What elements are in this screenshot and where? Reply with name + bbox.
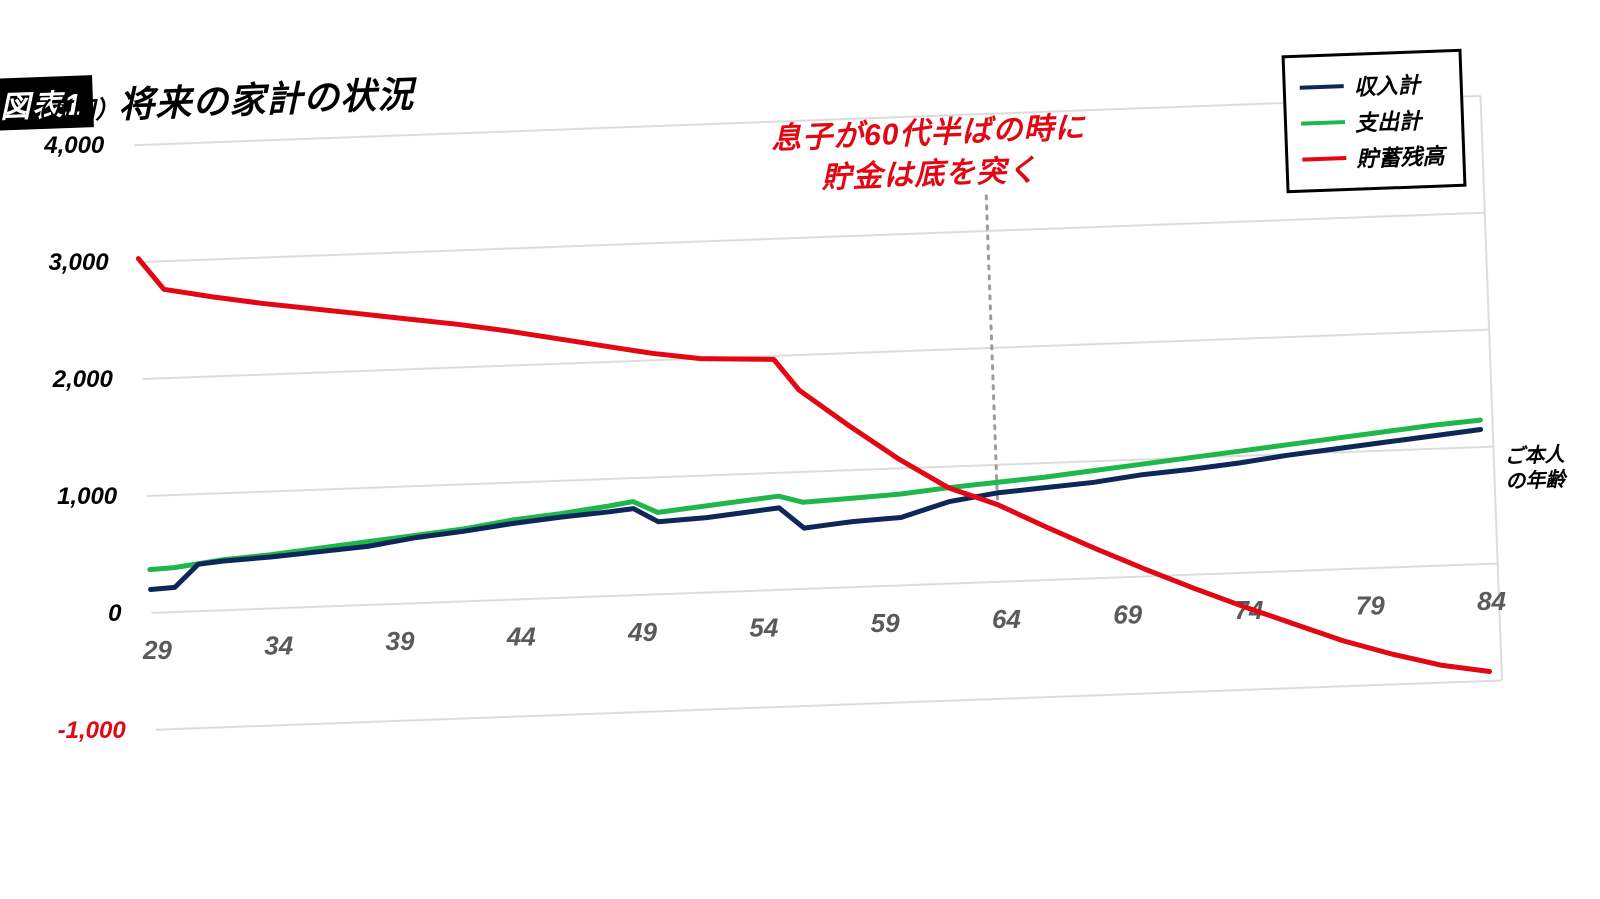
annotation-line-1: 息子が60代半ばの時に — [771, 112, 1086, 156]
y-tick-label: 2,000 — [52, 366, 114, 393]
x-tick-label: 69 — [1113, 599, 1142, 629]
annotation-line-2: 貯金は底を突く — [821, 154, 1039, 195]
legend-swatch — [1300, 84, 1344, 90]
legend-label: 貯蓄残高 — [1356, 138, 1445, 173]
x-tick-label: 54 — [749, 613, 778, 643]
x-caption-line-1: ご本人 — [1504, 444, 1565, 468]
gridline — [143, 330, 1489, 379]
gridline — [139, 213, 1485, 262]
legend-swatch — [1301, 120, 1345, 126]
x-tick-label: 39 — [386, 626, 415, 656]
gridline — [156, 680, 1502, 729]
annotation-marker-line — [986, 196, 997, 505]
x-tick-label: 79 — [1356, 590, 1385, 620]
y-tick-label: 3,000 — [49, 249, 110, 276]
y-tick-label: -1,000 — [58, 717, 127, 744]
x-tick-label: 44 — [506, 622, 536, 652]
legend-item: 収入計 — [1299, 66, 1442, 103]
legend-label: 収入計 — [1353, 67, 1420, 101]
y-tick-label: 1,000 — [57, 483, 118, 510]
legend-item: 支出計 — [1300, 102, 1443, 139]
x-tick-label: 49 — [627, 617, 657, 647]
x-tick-label: 59 — [871, 608, 900, 638]
x-tick-label: 64 — [992, 604, 1021, 634]
y-tick-label: 0 — [108, 600, 122, 627]
y-axis-unit: （万円） — [22, 89, 119, 127]
annotation-callout: 息子が60代半ばの時に 貯金は底を突く — [718, 107, 1141, 203]
x-tick-label: 29 — [142, 635, 172, 665]
legend: 収入計支出計貯蓄残高 — [1281, 48, 1466, 193]
x-caption-line-2: の年齢 — [1505, 469, 1566, 493]
series-savings — [138, 259, 1489, 672]
y-tick-label: 4,000 — [43, 132, 105, 159]
legend-swatch — [1302, 156, 1346, 162]
legend-item: 貯蓄残高 — [1302, 138, 1445, 175]
x-tick-label: 34 — [264, 630, 293, 660]
x-tick-label: 84 — [1477, 586, 1506, 616]
gridline — [151, 564, 1497, 613]
x-axis-caption: ご本人 の年齢 — [1504, 443, 1566, 495]
legend-label: 支出計 — [1354, 103, 1421, 137]
